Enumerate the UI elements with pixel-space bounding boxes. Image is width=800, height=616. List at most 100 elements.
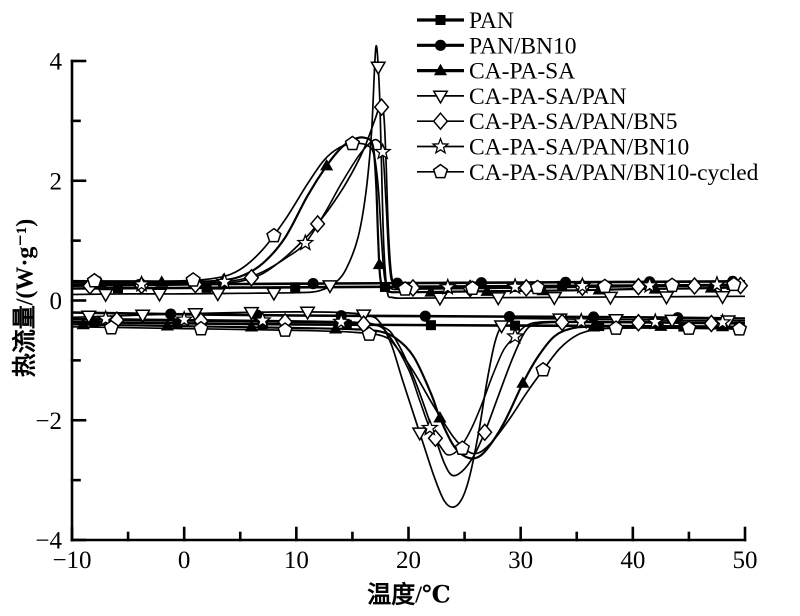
y-tick-label: −2 [35,408,62,435]
filled-triangle-up-marker [433,411,447,423]
y-tick-label: 0 [50,288,63,315]
filled-square-marker [594,321,605,332]
filled-circle-marker [419,310,431,322]
open-pentagon-marker [535,361,551,377]
axes [70,59,747,542]
series-3-heating-curve [71,311,746,509]
legend-label: PAN/BN10 [469,33,577,59]
filled-square-marker [510,320,521,331]
open-pentagon-marker [193,320,209,336]
open-star-marker [505,326,525,345]
open-star-marker [646,312,665,330]
series-markers [76,61,749,455]
open-pentagon-marker [185,272,201,287]
legend-item-6: CA-PA-SA/PAN/BN10-cycled [417,160,759,186]
open-star-marker [431,136,450,155]
open-triangle-down-marker [602,291,619,306]
filled-square-marker [379,281,390,292]
x-tick-label: −10 [52,547,91,574]
legend-item-4: CA-PA-SA/PAN/BN5 [417,109,678,135]
open-pentagon-marker [397,280,413,296]
legend-label: CA-PA-SA/PAN [469,84,627,110]
open-triangle-down-marker [243,306,260,321]
x-tick-label: 30 [508,547,533,574]
filled-circle-marker [559,276,572,288]
open-pentagon-marker [529,279,546,295]
open-triangle-down-marker [493,320,510,335]
x-tick-label: 0 [178,547,191,574]
open-pentagon-marker [454,440,471,455]
filled-square-marker [89,317,100,328]
open-star-marker [420,418,439,436]
open-pentagon-marker [86,272,103,288]
open-diamond-marker [309,214,326,234]
series-3-cooling-curve [71,44,746,300]
open-pentagon-marker [361,326,377,341]
y-tick-label: 4 [50,49,63,76]
open-star-marker [707,274,727,293]
filled-triangle-up-marker [372,257,386,270]
filled-square-marker [172,318,183,329]
open-triangle-down-marker [411,427,428,442]
open-star-marker [373,142,392,160]
open-pentagon-marker [608,320,624,335]
filled-triangle-up-marker [76,317,90,330]
legend-label: CA-PA-SA [469,59,575,85]
open-triangle-down-marker [209,288,226,303]
filled-triangle-up-marker [433,63,448,76]
open-diamond-marker [630,313,647,332]
open-star-marker [438,277,457,296]
open-triangle-down-marker [265,287,282,302]
series-5-heating-curve [71,317,746,456]
legend-label: CA-PA-SA/PAN/BN10-cycled [469,160,759,186]
open-triangle-down-marker [151,288,168,303]
filled-triangle-up-marker [160,319,174,331]
open-triangle-down-marker [658,291,675,306]
filled-triangle-up-marker [516,376,530,388]
open-triangle-down-marker [97,288,114,303]
filled-triangle-up-marker [586,320,601,332]
legend-label: CA-PA-SA/PAN/BN5 [469,109,678,135]
x-axis-title: 温度/℃ [367,582,451,609]
open-pentagon-marker [664,277,680,293]
open-star-marker [296,233,315,251]
open-pentagon-marker [266,227,282,243]
open-triangle-down-marker [432,90,449,105]
open-diamond-marker [554,313,570,332]
open-pentagon-marker [731,320,748,336]
filled-triangle-up-marker [155,275,169,287]
legend-item-0: PAN [417,8,514,34]
series-6-heating-curve [71,325,746,455]
open-triangle-down-marker [134,309,151,324]
y-tick-label: 2 [50,168,63,195]
filled-triangle-up-marker [654,319,668,331]
open-star-marker [96,309,115,327]
open-triangle-down-marker [370,61,387,76]
open-pentagon-marker [277,322,293,337]
legend: PANPAN/BN10CA-PA-SACA-PA-SA/PANCA-PA-SA/… [417,8,759,186]
legend-item-5: CA-PA-SA/PAN/BN10 [417,135,689,161]
open-star-marker [332,312,351,330]
open-star-marker [132,274,151,293]
open-pentagon-marker [464,280,481,296]
filled-square-marker [425,320,436,331]
filled-triangle-up-marker [320,158,334,171]
x-tick-label: 20 [396,547,421,574]
filled-triangle-up-marker [244,320,259,332]
open-triangle-down-marker [80,310,97,325]
open-star-marker [505,277,525,295]
open-diamond-marker [373,97,390,117]
filled-circle-marker [434,39,447,51]
open-star-marker [175,310,194,328]
open-pentagon-marker [597,278,613,294]
filled-square-marker [341,319,352,330]
filled-triangle-up-marker [329,322,343,334]
open-star-marker [640,275,659,294]
legend-item-3: CA-PA-SA/PAN [417,84,627,110]
filled-circle-marker [165,308,177,320]
filled-circle-marker [587,311,600,323]
y-axis-title: 热流量/(W·g⁻¹) [12,218,39,378]
open-pentagon-marker [103,319,119,335]
